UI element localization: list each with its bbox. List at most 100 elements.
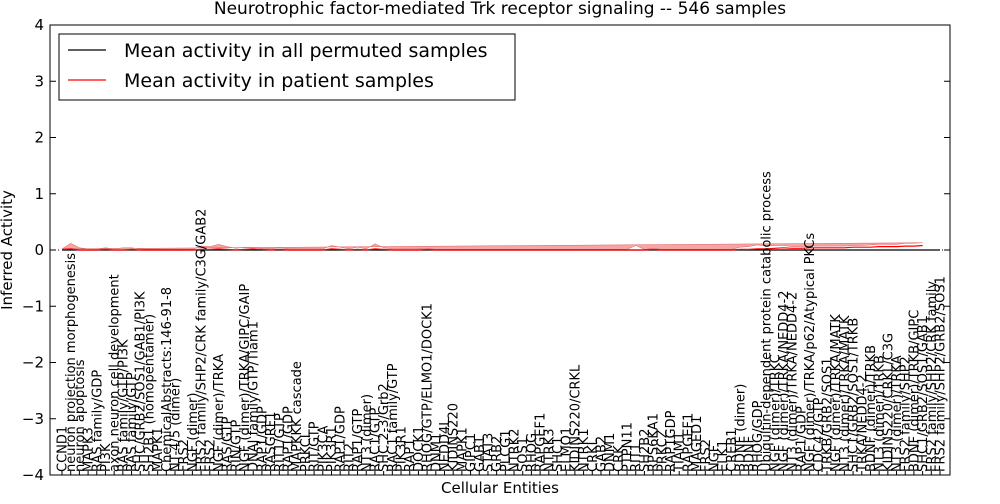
- x-tick-label: SH2B2: [638, 429, 653, 473]
- x-tick-label: MAPK1: [151, 427, 166, 472]
- x-tick-label: TRKB/GRB2/SOS1: [820, 358, 835, 473]
- x-tick-label: NGF (dimer)/TRKA/MATK: [829, 314, 844, 472]
- x-tick-label: RHOG/GDP: [751, 400, 766, 472]
- x-tick-label: GAB1: [473, 436, 488, 472]
- x-tick-label: RAP1/GDP: [282, 406, 297, 472]
- x-tick-label: RIT/GTP: [308, 421, 323, 472]
- x-tick-label: RAC1 family/GTP: [386, 363, 401, 472]
- x-tick-label: TIAM1: [673, 432, 688, 473]
- x-tick-label: RAP1/GDP: [334, 406, 349, 472]
- x-tick-label: FRS2 family/SHP2/CRK family: [925, 281, 940, 472]
- x-axis-label: Cellular Entities: [441, 479, 559, 497]
- legend-box: [58, 33, 516, 101]
- x-tick-label: CCND1: [56, 426, 71, 472]
- x-tick-label: STAT3: [481, 433, 496, 472]
- y-tick-label: −4: [22, 466, 44, 484]
- x-tick-label: PI3K: [99, 443, 114, 472]
- chart-title: Neurotrophic factor-mediated Trk recepto…: [214, 0, 786, 19]
- x-tick-label: RIT1: [629, 443, 644, 472]
- x-tick-label: NT3 (dimer)/TRKA/NEDD4-2: [786, 292, 801, 472]
- x-tick-label: PRKCZ: [655, 429, 670, 472]
- x-tick-label: CRKL: [586, 437, 601, 472]
- series-layer: [50, 244, 950, 251]
- x-tick-label: RAP1GDP: [664, 410, 679, 472]
- x-tick-label: ELK1: [716, 440, 731, 472]
- x-tick-label: GRB2: [490, 436, 505, 472]
- x-tick-label: SHC/GRB2/SOS1/GAB1/PI3K: [134, 291, 149, 472]
- x-tick-label: neuron projection morphogenesis: [64, 253, 79, 472]
- x-tick-label: NGF: [707, 445, 722, 472]
- y-tick-label: −1: [22, 297, 44, 315]
- x-tick-label: BDNF (dimer)/TRKB: [864, 345, 879, 472]
- y-tick-label: 3: [34, 72, 44, 90]
- x-tick-label: SHC1/GRB2/SOS1/GAB1: [916, 316, 931, 472]
- x-tick-label: TRKA/NEDD4-2: [855, 374, 870, 473]
- x-tick-label: ChemicalAbstracts:146-91-8: [160, 287, 175, 472]
- x-tick-label: PIK3R1: [325, 426, 340, 472]
- x-tick-label: PRKCI: [299, 434, 314, 472]
- patient-mean-line: [61, 244, 923, 251]
- x-tick-label: RAS family/GTP/PI3K: [116, 339, 131, 472]
- x-tick-label: NGF (dimer): [186, 393, 201, 472]
- x-tick-label: DNM1: [429, 433, 444, 472]
- x-tick-label: RAP1/GTP: [351, 409, 366, 472]
- x-tick-label: FRS2 family/SHP2: [899, 356, 914, 472]
- x-tick-label: NGF (dimer)/TRKA/GIPC/GAIP: [238, 284, 253, 472]
- x-tick-label: PLCG1: [499, 429, 514, 472]
- x-tick-label: SHC 2-3/Grb2: [377, 383, 392, 472]
- x-tick-label: Ubiquitin-dependent protein catabolic pr…: [760, 171, 775, 472]
- x-tick-label: MAPK3: [82, 427, 97, 472]
- y-tick-label: 1: [34, 185, 44, 203]
- legend-label-permuted: Mean activity in all permuted samples: [124, 40, 487, 62]
- x-tick-label: CDC42/GTP: [812, 397, 827, 472]
- x-tick-label: CRK: [612, 445, 627, 472]
- x-tick-label: ELMO1: [560, 427, 575, 472]
- x-tick-label: RAPGEF1: [534, 413, 549, 472]
- x-tick-label: FRS2 family/SHP2/CRK family/C3G/GAB2: [195, 209, 210, 472]
- x-tick-label: RHOG/GTP/ELMO1/DOCK1: [421, 303, 436, 472]
- x-tick-label: FRS2: [203, 439, 218, 472]
- x-tick-label: NGF (dimer)/TRKA/NEDD4-2: [777, 290, 792, 472]
- x-tick-label: DNM1: [603, 433, 618, 472]
- x-tick-label: RIT2: [342, 443, 357, 472]
- x-tick-label: BDNF (dimer): [734, 384, 749, 472]
- y-axis: 4 3 2 1 0 −1 −2 −3 −4: [22, 16, 950, 484]
- x-tick-label: RPS6KA1: [647, 413, 662, 472]
- x-tick-label: NTRK3: [542, 429, 557, 473]
- x-tick-label: FRS2: [177, 439, 192, 472]
- x-tick-label: NEDD4L: [438, 418, 453, 472]
- x-tick-label: NT-4/5 (dimer): [169, 378, 184, 472]
- x-tick-label: DNAJ family/GTP/Tiam1: [247, 321, 262, 472]
- x-tick-label: axon neuron cell development: [108, 274, 123, 472]
- x-tick-label: NT3 (dimer)/TRKA/MATK: [838, 315, 853, 472]
- x-tick-label: BDNF: [742, 436, 757, 472]
- x-tick-label: RIT1/GTP: [273, 413, 288, 472]
- x-tick-label: NTRK2: [508, 429, 523, 473]
- x-tick-label: RASGRF1: [264, 411, 279, 472]
- x-tick-label: KIDINS220: [447, 403, 462, 472]
- x-tick-label: NT3 (dimer)/TRKB: [873, 355, 888, 472]
- x-tick-label: SOS1: [516, 437, 531, 472]
- x-tick-label: RAP1: [403, 438, 418, 472]
- x-tick-label: GIPC1: [464, 433, 479, 472]
- x-tick-label: GAB2: [594, 436, 609, 472]
- x-tick-label: PTPN11: [621, 422, 636, 472]
- y-tick-label: −2: [22, 354, 44, 372]
- x-tick-label: SHC1/GRB2/SOS1/TRKB: [847, 318, 862, 472]
- y-tick-label: 0: [34, 241, 44, 259]
- x-tick-label: RAPGEF1: [681, 413, 696, 472]
- x-tick-label: MAGED1: [690, 416, 705, 472]
- x-tick-label: RIN/GTP: [229, 419, 244, 472]
- x-tick-label: RAP1/GDP: [255, 406, 270, 472]
- x-tick-label: PIK3CA: [316, 425, 331, 472]
- x-tick-label: CREB1: [725, 428, 740, 472]
- x-tick-label: KIDINS220/CRKL: [568, 364, 583, 472]
- x-tick-label: RAP1/GDP: [794, 406, 809, 472]
- x-tick-label: NGF (dimer)/TRKC: [768, 354, 783, 472]
- legend-label-patient: Mean activity in patient samples: [124, 70, 434, 92]
- x-tick-label: NGF (dimer)/TRKA: [212, 354, 227, 472]
- x-tick-label: NGF (dimer)/TRKA/p62/Atypical PKCs: [803, 233, 818, 472]
- y-axis-label: Inferred Activity: [0, 190, 16, 310]
